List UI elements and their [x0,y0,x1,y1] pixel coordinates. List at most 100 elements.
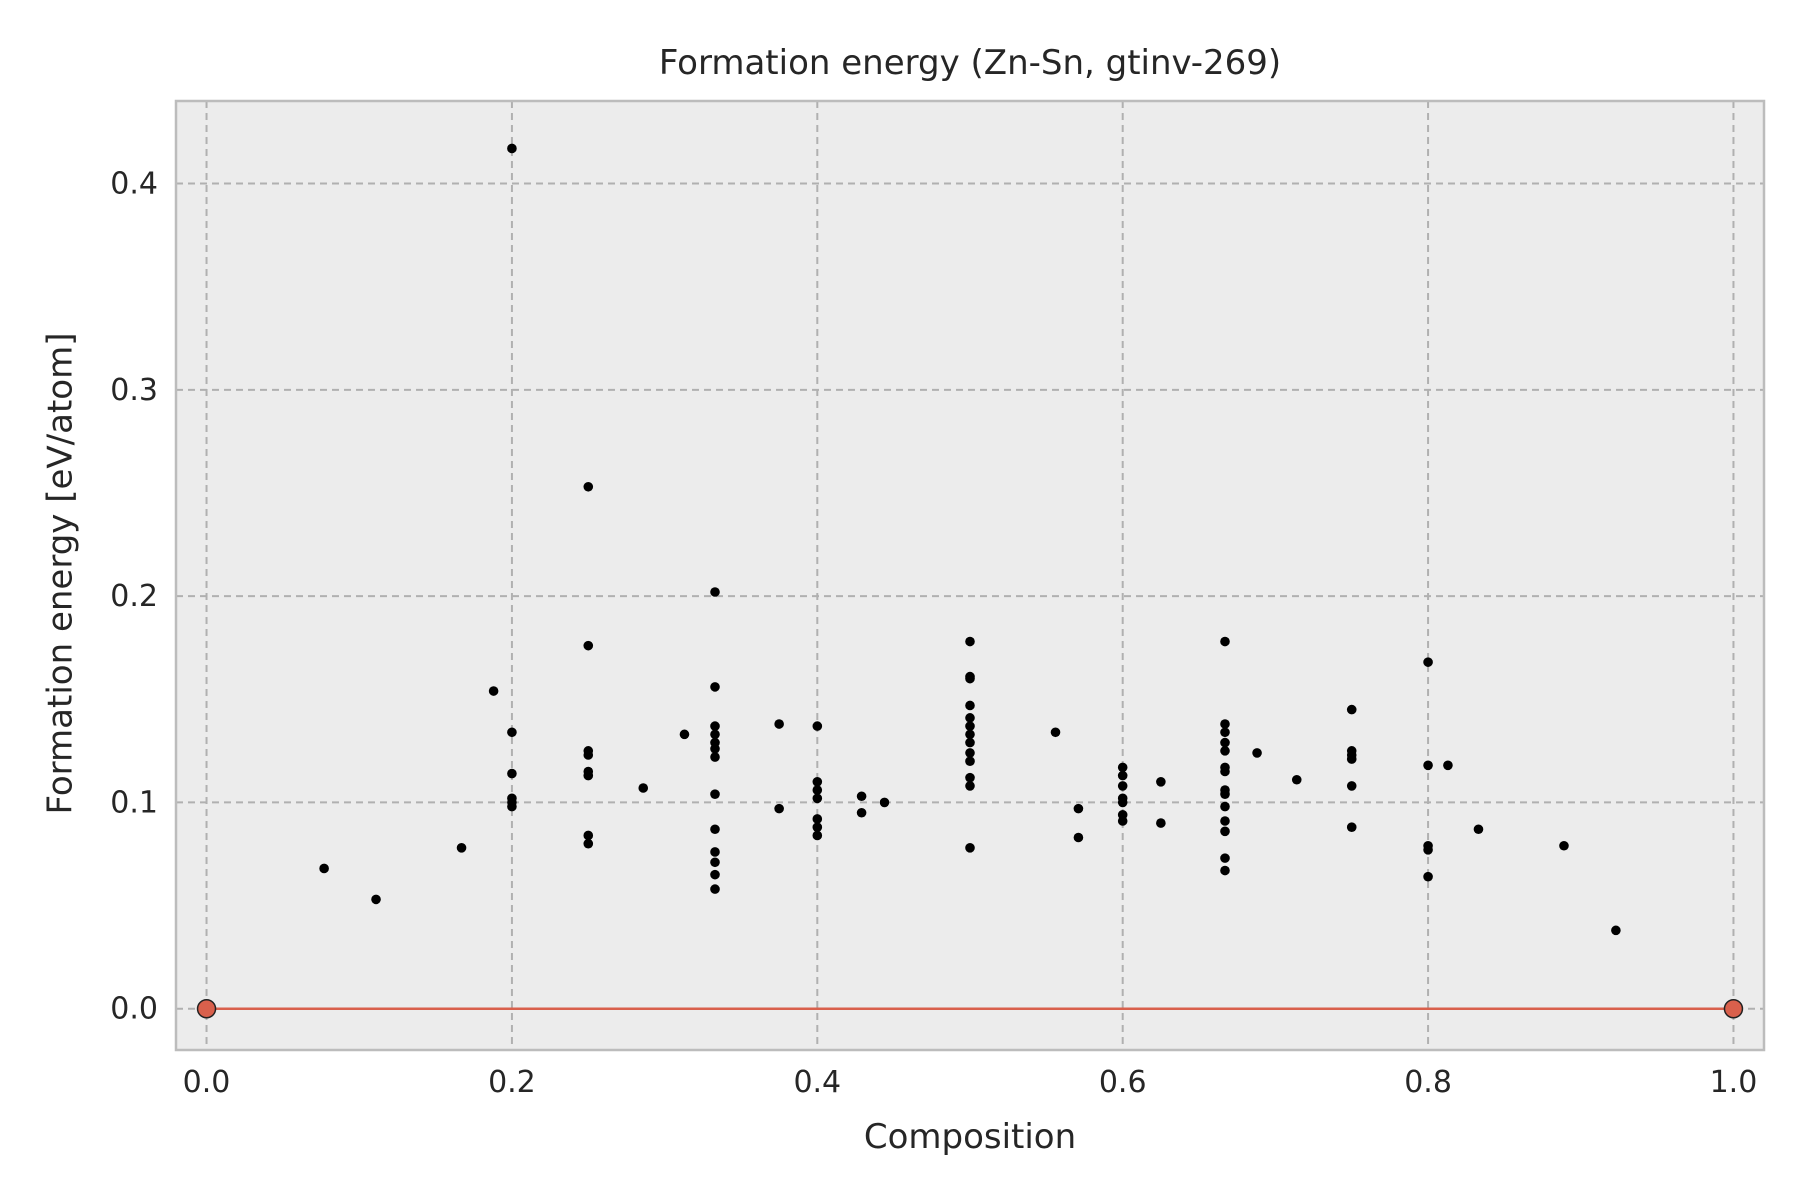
data-point [1346,754,1357,764]
data-point [1117,762,1128,773]
hull-point [196,998,217,1019]
data-point [965,748,975,758]
data-point [1220,801,1230,812]
data-point [1559,840,1569,851]
data-point [965,721,975,731]
data-point [1423,760,1433,771]
data-point [710,752,720,762]
data-point [319,863,329,874]
data-point [1220,636,1230,647]
data-point [774,719,784,729]
data-point [1346,704,1357,715]
data-point [710,789,720,799]
data-point [1291,774,1302,785]
data-point [583,481,594,492]
data-point [1156,818,1166,828]
data-point [1117,797,1128,808]
data-point [965,700,975,711]
data-point [965,673,975,684]
data-point [812,721,823,731]
data-point [1220,766,1230,777]
data-point [507,727,517,738]
plot-frame [174,99,1766,1052]
data-point [965,729,975,740]
x-tick-label: 0.4 [793,1065,841,1100]
plot-area [176,101,1764,1050]
data-point [1611,925,1621,936]
data-point [774,803,784,814]
data-point [371,894,381,905]
data-point [583,770,594,781]
data-point [1346,822,1357,832]
data-point [812,793,823,804]
data-point [583,640,594,651]
data-point [1423,657,1433,667]
data-point [507,801,517,812]
x-axis-label: Composition [864,1117,1076,1157]
x-tick-label: 0.6 [1099,1065,1147,1100]
y-tick-label: 0.4 [110,167,158,202]
data-point [1220,826,1230,837]
y-axis-label: Formation energy [eV/atom] [41,333,81,815]
data-point [1117,770,1128,781]
data-point [507,768,517,779]
data-point [1073,832,1084,843]
y-tick-label: 0.2 [110,579,158,614]
data-point [1220,865,1230,876]
data-point [965,843,975,853]
data-point [965,636,975,647]
data-point [965,713,975,723]
data-point [965,781,975,791]
data-point [1220,816,1230,826]
data-point [879,797,890,808]
y-tick-label: 0.3 [110,373,158,408]
data-point [710,824,720,835]
data-point [1117,816,1128,826]
data-point [1423,871,1433,882]
data-point [710,743,720,754]
data-point [1443,760,1453,771]
data-point [812,830,823,841]
data-point [1346,781,1357,791]
data-points [319,143,1621,936]
data-point [1156,777,1166,787]
y-axis-ticks: 0.0 0.1 0.2 0.3 0.4 [110,167,158,1027]
y-tick-label: 0.1 [110,785,158,820]
data-point [710,869,720,880]
hull-point [1723,998,1744,1019]
data-point [1220,737,1230,748]
data-point [812,785,823,795]
data-point [1473,824,1484,835]
data-point [507,143,517,154]
chart-title: Formation energy (Zn-Sn, gtinv-269) [659,43,1281,83]
data-point [638,783,649,793]
data-point [1117,781,1128,791]
data-point [679,729,690,740]
data-point [965,756,975,766]
data-point [456,843,467,853]
data-point [710,884,720,894]
data-point [856,807,867,818]
x-tick-label: 0.2 [488,1065,536,1100]
data-point [1252,748,1262,758]
data-point [1050,727,1061,738]
data-point [710,729,720,740]
y-tick-label: 0.0 [110,992,158,1027]
data-point [583,750,594,760]
data-point [1220,719,1230,729]
data-point [965,772,975,783]
data-point [812,777,823,787]
data-point [1220,853,1230,863]
data-point [710,682,720,692]
x-axis-ticks: 0.0 0.2 0.4 0.6 0.8 1.0 [183,1065,1758,1100]
x-tick-label: 1.0 [1710,1065,1758,1100]
data-point [583,830,594,841]
data-point [1073,803,1084,814]
data-point [488,686,499,696]
x-tick-label: 0.0 [183,1065,231,1100]
data-point [812,822,823,832]
data-point [856,791,867,802]
data-point [1220,789,1230,799]
